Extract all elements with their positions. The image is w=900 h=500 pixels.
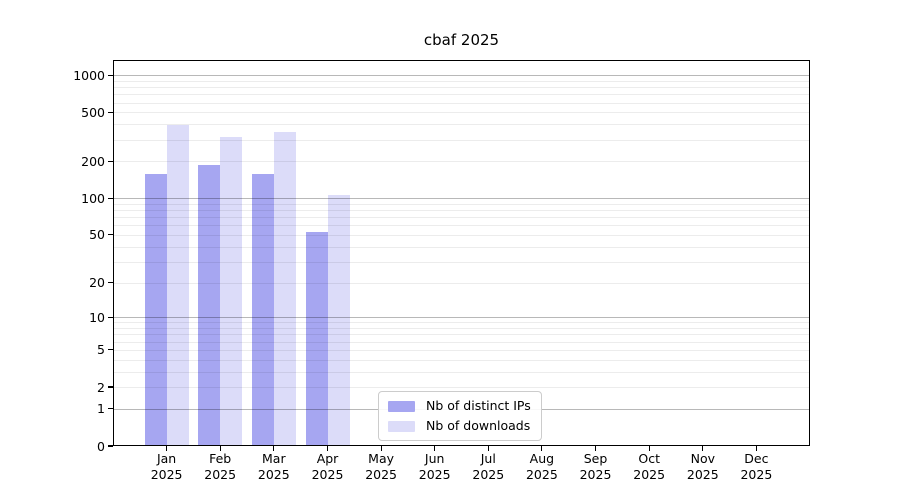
legend-swatch-downloads-icon [388, 420, 415, 432]
bar-downloads-apr [327, 194, 350, 446]
bar-distinct-ips-jan [144, 173, 167, 446]
legend-label-distinct-ips: Nb of distinct IPs [426, 398, 531, 413]
legend: Nb of distinct IPs Nb of downloads [378, 391, 542, 441]
legend-label-downloads: Nb of downloads [426, 418, 531, 433]
legend-item-downloads: Nb of downloads [388, 418, 531, 434]
chart-title: cbaf 2025 [423, 31, 500, 49]
bar-downloads-mar [273, 131, 296, 446]
bar-distinct-ips-mar [251, 173, 274, 446]
bar-distinct-ips-apr [305, 231, 328, 446]
bar-distinct-ips-feb [198, 164, 221, 446]
bar-downloads-feb [220, 136, 243, 446]
legend-swatch-distinct-ips-icon [388, 400, 415, 412]
legend-item-distinct-ips: Nb of distinct IPs [388, 398, 531, 414]
bar-downloads-jan [166, 124, 189, 446]
